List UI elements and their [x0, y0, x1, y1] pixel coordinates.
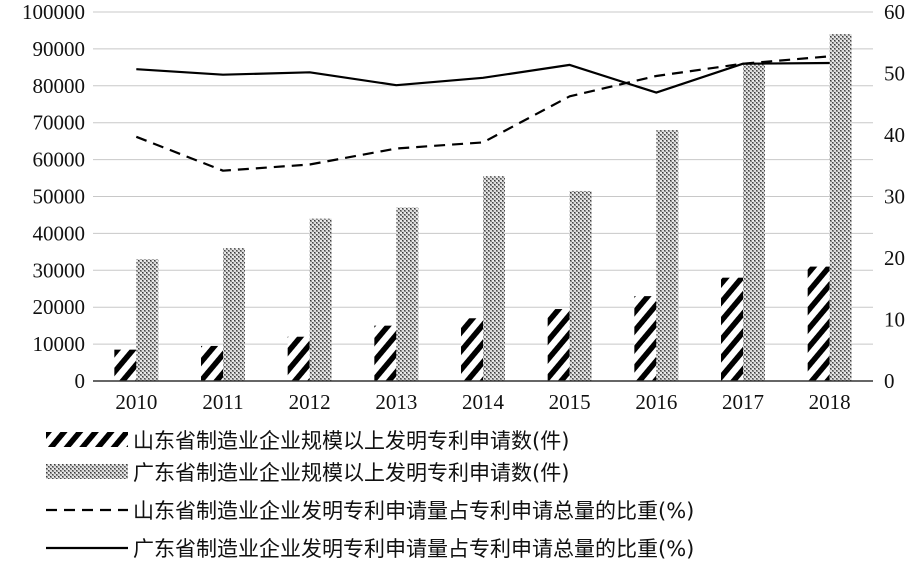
- y-tick-label: 100000: [22, 0, 85, 24]
- bar-shandong: [114, 349, 137, 381]
- y2-tick-label: 60: [884, 0, 905, 24]
- x-tick-label: 2014: [462, 390, 505, 414]
- bar-shandong: [201, 345, 223, 381]
- bar-guangdong: [309, 218, 332, 381]
- bar-guangdong: [396, 207, 419, 381]
- y-tick-label: 50000: [33, 185, 86, 209]
- line-guangdong-ratio: [136, 61, 830, 94]
- bar-guangdong: [743, 63, 765, 381]
- y-tick-label: 80000: [33, 74, 86, 98]
- bar-shandong: [461, 318, 483, 381]
- bar-shandong: [287, 336, 310, 381]
- bar-guangdong: [829, 34, 852, 381]
- x-tick-label: 2016: [635, 390, 677, 414]
- y-tick-label: 10000: [33, 332, 86, 356]
- x-tick-label: 2015: [549, 390, 591, 414]
- bar-guangdong: [483, 176, 505, 381]
- bar-guangdong: [136, 259, 159, 381]
- x-tick-label: 2011: [202, 390, 243, 414]
- y-tick-label: 20000: [33, 295, 86, 319]
- legend-swatch-guangdong-bar: [46, 464, 128, 479]
- bar-shandong: [807, 266, 830, 381]
- legend-label: 广东省制造业企业发明专利申请量占专利申请总量的比重(%): [133, 537, 694, 561]
- y-tick-label: 70000: [33, 111, 86, 135]
- axes: 0 10000 20000 30000 40000 50000 60000 70000 8000…: [22, 0, 905, 414]
- y-tick-label: 0: [75, 369, 86, 393]
- bars: [114, 34, 852, 381]
- legend: 山东省制造业企业规模以上发明专利申请数(件) 广东省制造业企业规模以上发明专利申请…: [46, 429, 694, 561]
- bar-guangdong: [656, 130, 679, 381]
- legend-label: 广东省制造业企业规模以上发明专利申请数(件): [133, 461, 569, 485]
- x-tick-label: 2018: [809, 390, 851, 414]
- x-tick-label: 2012: [289, 390, 331, 414]
- legend-label: 山东省制造业企业发明专利申请量占专利申请总量的比重(%): [133, 499, 694, 523]
- line-shandong-ratio: [135, 55, 830, 172]
- y2-tick-label: 30: [884, 185, 905, 209]
- y-tick-label: 90000: [33, 37, 86, 61]
- x-tick-label: 2013: [375, 390, 417, 414]
- bar-guangdong: [223, 248, 245, 381]
- y-tick-label: 60000: [33, 148, 86, 172]
- y-tick-label: 30000: [33, 258, 86, 282]
- y2-tick-label: 20: [884, 246, 905, 270]
- x-tick-label: 2010: [115, 390, 157, 414]
- legend-label: 山东省制造业企业规模以上发明专利申请数(件): [133, 429, 569, 453]
- bar-shandong: [721, 277, 743, 381]
- y2-tick-label: 50: [884, 62, 905, 86]
- y2-tick-label: 0: [884, 369, 895, 393]
- y2-tick-label: 10: [884, 308, 905, 332]
- legend-swatch-shandong-bar: [46, 432, 128, 447]
- bar-guangdong: [569, 190, 592, 381]
- x-tick-label: 2017: [722, 390, 764, 414]
- bar-shandong: [374, 325, 397, 381]
- y-tick-label: 40000: [33, 221, 86, 245]
- series-lines: [135, 55, 830, 172]
- bar-shandong: [634, 296, 657, 381]
- bar-shandong: [547, 309, 570, 381]
- y2-tick-label: 40: [884, 123, 905, 147]
